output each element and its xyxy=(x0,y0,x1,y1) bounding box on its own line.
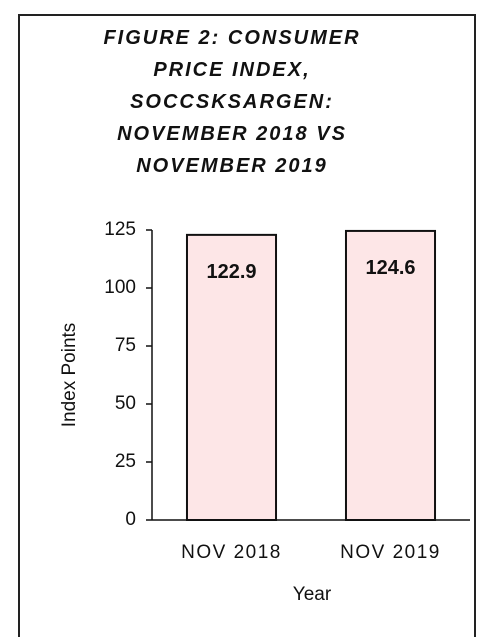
y-tick-label: 75 xyxy=(115,335,136,356)
data-label: 124.6 xyxy=(365,257,415,279)
y-tick-label: 125 xyxy=(104,219,136,240)
x-tick-label: NOV 2019 xyxy=(340,542,441,563)
y-tick-label: 50 xyxy=(115,393,136,414)
y-tick-label: 100 xyxy=(104,277,136,298)
x-axis-label: Year xyxy=(293,584,332,605)
y-tick-label: 25 xyxy=(115,451,136,472)
x-tick-label: NOV 2018 xyxy=(181,542,282,563)
y-tick-label: 0 xyxy=(125,509,136,530)
frame xyxy=(18,14,476,637)
bar xyxy=(344,229,437,521)
chart-title: FIGURE 2: CONSUMER PRICE INDEX, SOCCSKSA… xyxy=(103,27,361,177)
bar xyxy=(185,233,278,521)
data-label: 122.9 xyxy=(206,261,256,283)
y-axis-label: Index Points xyxy=(59,323,80,428)
